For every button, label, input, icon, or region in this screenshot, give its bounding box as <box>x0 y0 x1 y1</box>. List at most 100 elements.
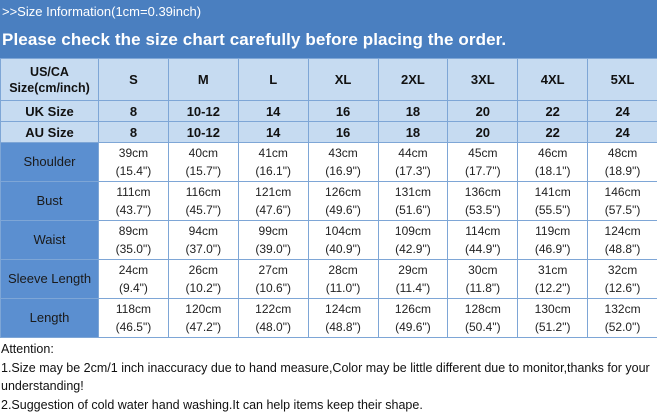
measurement-cell: 94cm (37.0") <box>167 220 239 260</box>
measurement-inch: (51.6") <box>395 203 431 217</box>
size-header-m: M <box>167 58 239 101</box>
measurement-row: Sleeve Length 24cm (9.4") 26cm (10.2") 27cm (1… <box>0 259 657 299</box>
measurement-cm: 124cm <box>325 302 362 316</box>
size-header-xl: XL <box>307 58 379 101</box>
measurement-cm: 31cm <box>538 263 568 277</box>
measurement-cm: 40cm <box>188 146 218 160</box>
measurement-cell: 26cm (10.2") <box>167 259 239 299</box>
measurement-cm: 118cm <box>115 302 151 316</box>
attention-note-1: 1.Size may be 2cm/1 inch inaccuracy due … <box>1 360 650 394</box>
measurement-inch: (48.0") <box>255 320 291 334</box>
measurement-cell: 111cm (43.7") <box>98 181 169 221</box>
measurement-row: Waist 89cm (35.0") 94cm (37.0") 99cm (39.0") 10… <box>0 220 657 260</box>
measurement-cell: 121cm (47.6") <box>237 181 309 221</box>
size-header-5xl: 5XL <box>587 58 657 101</box>
measurement-cm: 46cm <box>538 146 568 160</box>
size-header-l: L <box>237 58 309 101</box>
measurement-cell: 27cm (10.6") <box>237 259 309 299</box>
measurement-cell: 109cm (42.9") <box>377 220 449 260</box>
measurement-cell: 40cm (15.7") <box>167 142 239 182</box>
measurement-cm: 109cm <box>394 224 431 238</box>
size-header-s: S <box>98 58 169 101</box>
measurement-inch: (11.8") <box>465 281 501 295</box>
measurement-cm: 89cm <box>118 224 149 238</box>
size-value: 22 <box>517 121 589 143</box>
measurement-cell: 39cm (15.4") <box>98 142 169 182</box>
measurement-inch: (12.2") <box>534 281 571 295</box>
size-value: 24 <box>587 100 657 122</box>
size-value: 16 <box>307 121 379 143</box>
size-header-3xl: 3XL <box>447 58 519 101</box>
row-label: Waist <box>0 220 99 260</box>
measurement-cell: 132cm (52.0") <box>587 298 657 338</box>
measurement-cell: 45cm (17.7") <box>447 142 519 182</box>
size-value: 18 <box>377 100 449 122</box>
measurement-cell: 44cm (17.3") <box>377 142 449 182</box>
measurement-cm: 45cm <box>468 146 498 160</box>
size-info-header: >>Size Information(1cm=0.39inch) Please … <box>0 0 657 58</box>
measurement-cm: 120cm <box>185 302 222 316</box>
measurement-inch: (10.6") <box>255 281 291 295</box>
measurement-cell: 104cm (40.9") <box>307 220 379 260</box>
measurement-cm: 24cm <box>118 263 149 277</box>
measurement-cm: 41cm <box>258 146 288 160</box>
measurement-cm: 122cm <box>255 302 292 316</box>
measurement-cell: 116cm (45.7") <box>167 181 239 221</box>
measurement-inch: (44.9") <box>465 242 501 256</box>
measurement-cell: 126cm (49.6") <box>307 181 379 221</box>
size-value: 10-12 <box>167 100 239 122</box>
measurement-inch: (49.6") <box>325 203 361 217</box>
measurement-cell: 120cm (47.2") <box>167 298 239 338</box>
measurement-cell: 43cm (16.9") <box>307 142 379 182</box>
measurement-inch: (47.6") <box>255 203 291 217</box>
size-header-row: US/CA Size(cm/inch) S M L XL 2XL 3XL 4XL 5XL <box>0 58 657 101</box>
size-value: 24 <box>587 121 657 143</box>
size-value: 14 <box>237 121 309 143</box>
measurement-cm: 130cm <box>534 302 571 316</box>
measurement-inch: (49.6") <box>395 320 431 334</box>
measurement-cell: 46cm (18.1") <box>517 142 589 182</box>
measurement-cell: 89cm (35.0") <box>98 220 169 260</box>
row-label: Sleeve Length <box>0 259 99 299</box>
size-value: 22 <box>517 100 589 122</box>
size-value: 14 <box>237 100 309 122</box>
measurement-inch: (46.5") <box>115 320 152 334</box>
measurement-inch: (45.7") <box>185 203 222 217</box>
size-chart-table: US/CA Size(cm/inch) S M L XL 2XL 3XL 4XL 5XL UK S… <box>0 58 657 338</box>
measurement-inch: (53.5") <box>465 203 501 217</box>
size-value: 20 <box>447 100 519 122</box>
measurement-inch: (48.8") <box>604 242 641 256</box>
measurement-cell: 131cm (51.6") <box>377 181 449 221</box>
measurement-inch: (16.1") <box>255 164 291 178</box>
measurement-cell: 99cm (39.0") <box>237 220 309 260</box>
measurement-inch: (15.4") <box>115 164 152 178</box>
measurement-cell: 32cm (12.6") <box>587 259 657 299</box>
corner-label: US/CA Size(cm/inch) <box>0 58 99 101</box>
size-value: 8 <box>98 100 169 122</box>
size-header-2xl: 2XL <box>377 58 449 101</box>
measurement-cell: 114cm (44.9") <box>447 220 519 260</box>
measurement-inch: (18.1") <box>534 164 571 178</box>
measurement-cell: 128cm (50.4") <box>447 298 519 338</box>
measurement-cm: 111cm <box>116 185 151 199</box>
measurement-inch: (40.9") <box>325 242 361 256</box>
measurement-cell: 122cm (48.0") <box>237 298 309 338</box>
measurement-cm: 124cm <box>604 224 641 238</box>
size-chart-warning: Please check the size chart carefully be… <box>2 30 507 49</box>
measurement-cm: 121cm <box>255 185 292 199</box>
size-value: 18 <box>377 121 449 143</box>
measurement-inch: (55.5") <box>534 203 571 217</box>
measurement-inch: (9.4") <box>118 281 148 295</box>
measurement-cm: 32cm <box>607 263 638 277</box>
measurement-cell: 124cm (48.8") <box>307 298 379 338</box>
measurement-cm: 128cm <box>464 302 501 316</box>
row-label: AU Size <box>0 121 99 143</box>
size-info-title: >>Size Information(1cm=0.39inch) <box>2 4 202 19</box>
measurement-inch: (52.0") <box>604 320 641 334</box>
measurement-inch: (12.6") <box>604 281 641 295</box>
measurement-cell: 146cm (57.5") <box>587 181 657 221</box>
measurement-cm: 119cm <box>535 224 571 238</box>
measurement-inch: (10.2") <box>185 281 222 295</box>
measurement-cell: 130cm (51.2") <box>517 298 589 338</box>
row-label: UK Size <box>0 100 99 122</box>
